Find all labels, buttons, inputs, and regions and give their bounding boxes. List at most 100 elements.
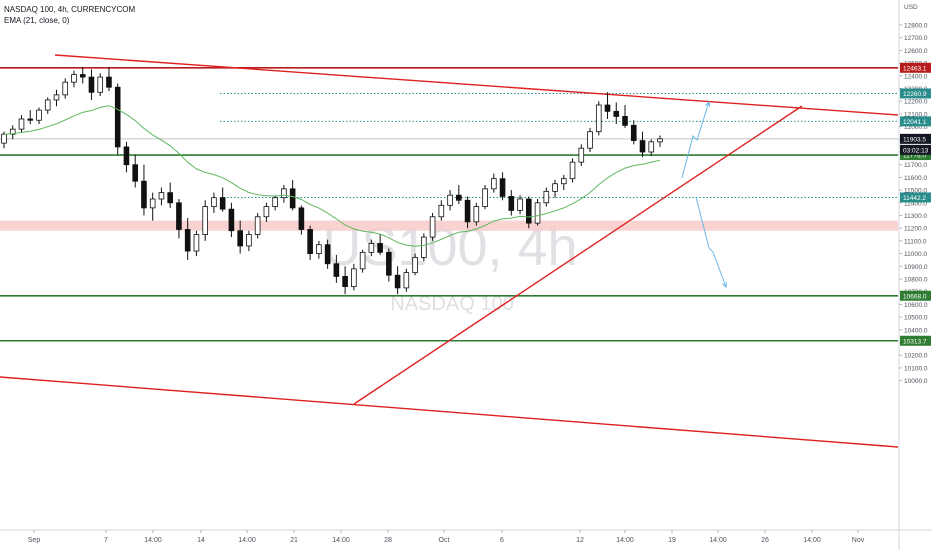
- candle-down: [27, 118, 34, 121]
- candle-down: [123, 146, 130, 166]
- candle-down: [141, 180, 147, 209]
- candle-up: [263, 206, 270, 218]
- y-tick-label: 12600.0: [904, 48, 928, 55]
- candle-up: [569, 161, 576, 180]
- candle-up: [254, 216, 261, 235]
- candle-up: [482, 188, 488, 208]
- candle-up: [44, 99, 51, 111]
- x-tick-label: 6: [500, 537, 504, 544]
- x-tick-label: 7: [104, 537, 108, 544]
- candle-up: [211, 197, 217, 208]
- candle-down: [88, 76, 95, 93]
- candle-down: [176, 202, 182, 230]
- candle-down: [114, 86, 121, 148]
- candle-up: [202, 206, 208, 235]
- countdown-tag-label: 03:02:13: [903, 147, 929, 154]
- y-tick-label: 12700.0: [904, 35, 928, 42]
- candle-down: [167, 192, 173, 204]
- x-tick-label: 12: [576, 537, 584, 544]
- candle-up: [534, 202, 541, 224]
- y-tick-label: 10500.0: [904, 315, 928, 322]
- candle-down: [639, 140, 646, 153]
- y-tick-label: 12000.0: [904, 124, 928, 131]
- level-price-tag-label: 12041.1: [903, 119, 927, 126]
- candle-down: [604, 104, 611, 112]
- candle-up: [359, 251, 366, 270]
- x-tick-label: 14:00: [616, 537, 634, 544]
- watermark-name: NASDAQ 100: [390, 293, 513, 315]
- x-tick-label: Oct: [439, 537, 450, 544]
- candle-down: [508, 196, 515, 211]
- candle-up: [412, 257, 418, 274]
- level-price-tag-label: 10313.7: [903, 338, 927, 345]
- x-tick-label: 26: [761, 537, 769, 544]
- level-price-tag: [900, 335, 931, 346]
- candles-group: [1, 66, 663, 295]
- candle-down: [456, 194, 462, 201]
- x-tick-label: Nov: [852, 537, 865, 544]
- level-price-tag-label: 12463.1: [903, 65, 927, 72]
- bearish-projection-arrow-path: [695, 196, 727, 288]
- candle-up: [193, 234, 200, 252]
- candle-up: [447, 194, 453, 206]
- candle-down: [228, 208, 235, 232]
- candle-down: [237, 230, 243, 247]
- level-price-tag-label: 11442.2: [903, 195, 926, 202]
- y-tick-label: 10200.0: [904, 353, 928, 360]
- candle-down: [307, 229, 313, 255]
- candle-up: [36, 109, 42, 121]
- candle-up: [351, 268, 357, 288]
- candle-up: [491, 178, 497, 190]
- candle-up: [149, 198, 156, 209]
- upper-channel-trendline: [54, 54, 899, 116]
- candle-down: [630, 124, 637, 141]
- lower-channel-trendline: [0, 376, 899, 448]
- y-tick-label: 12200.0: [904, 99, 928, 106]
- y-tick-label: 12800.0: [904, 23, 928, 30]
- candle-up: [438, 204, 445, 218]
- y-tick-label: 10900.0: [904, 264, 928, 271]
- level-price-tag: [900, 88, 931, 99]
- candle-down: [342, 276, 348, 288]
- y-tick-label: 10100.0: [904, 365, 928, 372]
- ema-line: [3, 105, 661, 247]
- candle-up: [1, 133, 7, 144]
- candle-down: [184, 229, 191, 252]
- bearish-projection-arrow-head: [722, 281, 727, 289]
- candle-up: [543, 190, 550, 204]
- candle-down: [386, 251, 392, 276]
- x-tick-label: 14: [197, 537, 205, 544]
- candle-down: [298, 207, 305, 230]
- currency-label: USD: [904, 4, 918, 11]
- y-tick-label: 10000.0: [904, 378, 928, 385]
- y-tick-label: 11300.0: [904, 213, 927, 220]
- level-price-tag: [900, 192, 931, 203]
- symbol-title: NASDAQ 100, 4h, CURRENCYCOM: [4, 5, 136, 14]
- candle-up: [403, 272, 410, 289]
- candle-up: [429, 216, 436, 238]
- y-tick-label: 10400.0: [904, 327, 928, 334]
- x-tick-label: 14:00: [803, 537, 821, 544]
- current-price-tag-label: 11903.5: [903, 136, 926, 143]
- x-tick-label: 14:00: [709, 537, 727, 544]
- candle-down: [525, 198, 532, 224]
- candle-up: [648, 141, 655, 153]
- ascending-support-trendline: [353, 105, 803, 405]
- y-tick-label: 10800.0: [904, 277, 928, 284]
- y-tick-label: 11200.0: [904, 226, 927, 233]
- price-zone: [0, 220, 898, 231]
- candle-up: [53, 94, 60, 101]
- candle-down: [79, 74, 86, 78]
- candle-up: [71, 74, 77, 83]
- y-tick-label: 12100.0: [904, 111, 928, 118]
- bullish-projection-arrow: [681, 100, 711, 179]
- countdown-tag: [900, 144, 931, 155]
- candle-up: [578, 147, 585, 163]
- candle-up: [517, 198, 523, 211]
- candle-down: [324, 244, 331, 265]
- candle-up: [316, 244, 322, 255]
- y-tick-label: 11700.0: [904, 162, 927, 169]
- level-price-tag: [900, 290, 931, 301]
